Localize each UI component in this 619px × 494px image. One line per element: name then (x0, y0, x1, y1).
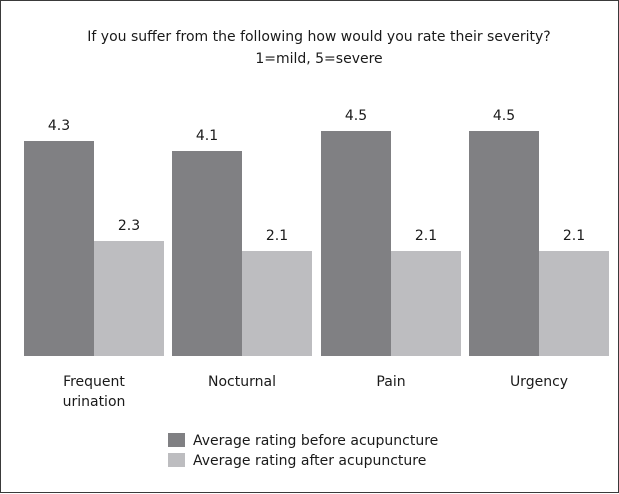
bar-pain-after (391, 251, 461, 356)
legend: Average rating before acupuncture Average… (168, 433, 438, 469)
value-label-nocturnal-before: 4.1 (196, 128, 218, 144)
value-label-pain-before: 4.5 (345, 108, 367, 124)
bar-urgency-before (469, 131, 539, 356)
bar-pain-before (321, 131, 391, 356)
bar-urgency-after (539, 251, 609, 356)
legend-label-before: Average rating before acupuncture (193, 433, 438, 449)
value-label-urgency-after: 2.1 (563, 228, 585, 244)
chart-title: If you suffer from the following how wou… (87, 29, 550, 45)
category-label-pain: Pain (376, 374, 405, 390)
value-label-frequent-urination-after: 2.3 (118, 218, 140, 234)
category-label-urgency: Urgency (510, 374, 568, 390)
bar-frequent-urination-before (24, 141, 94, 356)
chart-subtitle: 1=mild, 5=severe (255, 51, 382, 67)
bar-nocturnal-after (242, 251, 312, 356)
legend-swatch-before (168, 433, 185, 447)
bars-group (24, 131, 609, 356)
value-label-pain-after: 2.1 (415, 228, 437, 244)
value-label-nocturnal-after: 2.1 (266, 228, 288, 244)
category-labels-group: Frequent urination Nocturnal Pain Urgency (63, 374, 568, 410)
value-label-frequent-urination-before: 4.3 (48, 118, 70, 134)
category-label-nocturnal: Nocturnal (208, 374, 276, 390)
bar-frequent-urination-after (94, 241, 164, 356)
value-labels-group: 4.3 2.3 4.1 2.1 4.5 2.1 4.5 2.1 (48, 108, 585, 244)
value-label-urgency-before: 4.5 (493, 108, 515, 124)
legend-label-after: Average rating after acupuncture (193, 453, 426, 469)
legend-swatch-after (168, 453, 185, 467)
category-label-frequent-urination: Frequent urination (63, 374, 126, 410)
bar-nocturnal-before (172, 151, 242, 356)
